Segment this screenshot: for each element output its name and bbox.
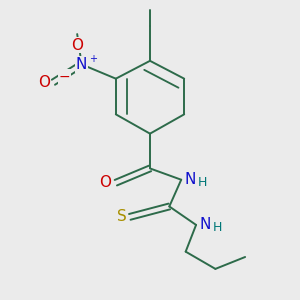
Text: O: O xyxy=(71,38,83,53)
Text: H: H xyxy=(213,221,222,234)
Text: H: H xyxy=(198,176,207,189)
Text: O: O xyxy=(99,175,111,190)
Text: +: + xyxy=(89,54,97,64)
Text: N: N xyxy=(76,57,87,72)
Text: N: N xyxy=(200,218,211,232)
Text: S: S xyxy=(117,209,127,224)
Text: O: O xyxy=(38,75,50,90)
Text: −: − xyxy=(59,70,70,84)
Text: N: N xyxy=(185,172,196,187)
